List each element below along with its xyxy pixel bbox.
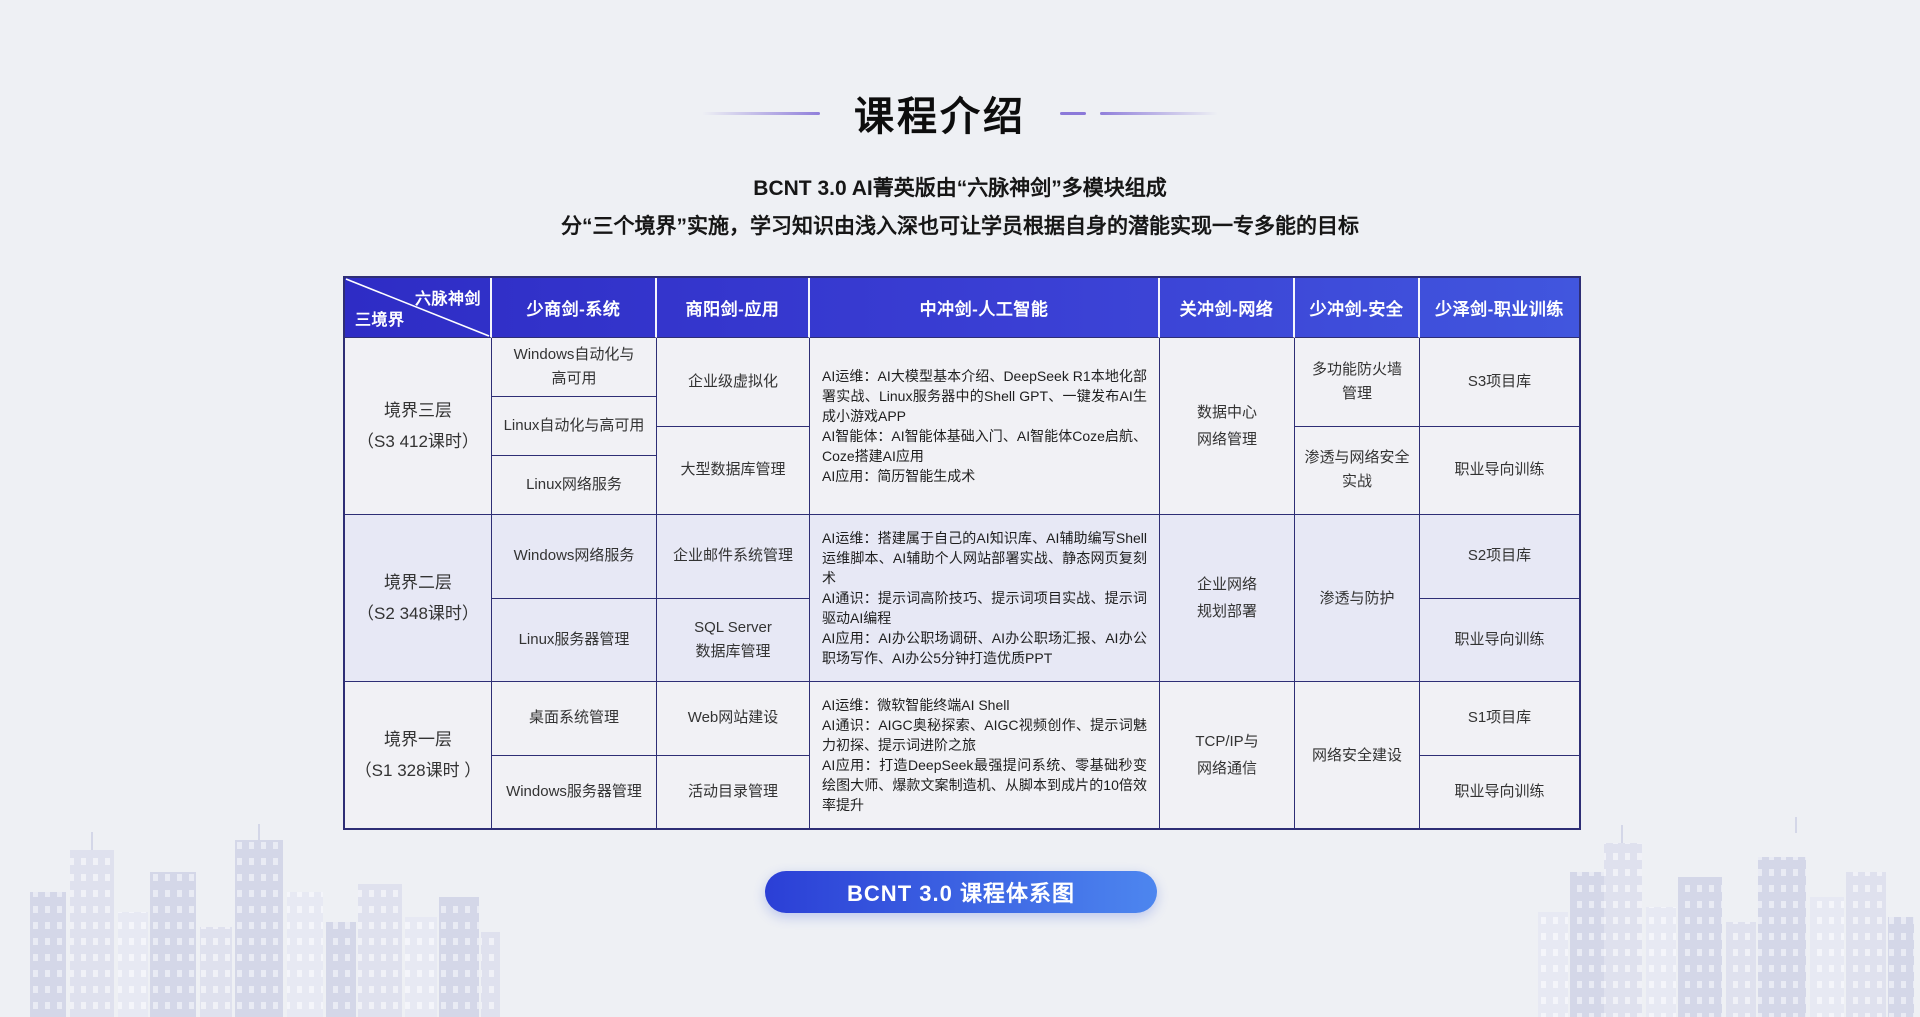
s1-realm-cell: 境界一层 （S1 328课时 ） <box>345 682 492 828</box>
page-title: 课程介绍 <box>854 95 1026 139</box>
subcell: 桌面系统管理 <box>528 709 619 727</box>
s3-ai-cell: AI运维：AI大模型基本介绍、DeepSeek R1本地化部署实战、Linux服… <box>810 338 1160 515</box>
s1-hours-label: （S1 328课时 ） <box>354 761 482 780</box>
subcell: 渗透与网络安全 实战 <box>1295 425 1419 515</box>
s3-career-cell: S3项目库 职业导向训练 <box>1420 338 1579 515</box>
s1-ai-cell: AI运维：微软智能终端AI Shell AI通识：AIGC奥秘探索、AIGC视频… <box>810 682 1160 828</box>
s2-application-cell: 企业邮件系统管理 SQL Server 数据库管理 <box>657 515 810 682</box>
header-cell-career: 少泽剑-职业训练 <box>1420 278 1579 338</box>
s2-system-cell: Windows网络服务 Linux服务器管理 <box>492 515 657 682</box>
subtitle-line-2: 分“三个境界”实施，学习知识由浅入深也可让学员根据自身的潜能实现一专多能的目标 <box>561 215 1359 238</box>
s2-security-cell: 渗透与防护 <box>1295 515 1420 682</box>
header-cell-application: 商阳剑-应用 <box>657 278 810 338</box>
course-table: 六脉神剑 三境界 少商剑-系统 商阳剑-应用 中冲剑-人工智能 关冲剑-网络 少… <box>343 276 1581 830</box>
header-cell-network: 关冲剑-网络 <box>1160 278 1295 338</box>
title-decor-line-right <box>1100 111 1218 115</box>
subcell: 活动目录管理 <box>657 754 809 829</box>
corner-diagonal-line <box>345 278 490 337</box>
subtitle: BCNT 3.0 AI菁英版由“六脉神剑”多模块组成 分“三个境界”实施，学习知… <box>0 170 1920 246</box>
s1-application-cell: Web网站建设 活动目录管理 <box>657 682 810 828</box>
s1-network-cell: TCP/IP与 网络通信 <box>1160 682 1295 828</box>
corner-label-six-swords: 六脉神剑 <box>414 291 481 308</box>
s3-network-cell: 数据中心 网络管理 <box>1160 338 1295 515</box>
s3-application-cell: 企业级虚拟化 大型数据库管理 <box>657 338 810 515</box>
title-row: 课程介绍 <box>0 84 1920 142</box>
ai-line: AI应用：AI办公职场调研、AI办公职场汇报、AI办公职场写作、AI办公5分钟打… <box>822 630 1147 666</box>
course-system-diagram-button[interactable]: BCNT 3.0 课程体系图 <box>765 871 1157 913</box>
subcell: 职业导向训练 <box>1420 597 1579 682</box>
subtitle-line-1: BCNT 3.0 AI菁英版由“六脉神剑”多模块组成 <box>753 177 1167 200</box>
s3-realm-label: 境界三层 <box>384 401 452 420</box>
ai-line: AI应用：简历智能生成术 <box>822 468 976 484</box>
s3-realm-cell: 境界三层 （S3 412课时） <box>345 338 492 515</box>
table-header-background <box>345 278 1579 338</box>
s2-realm-label: 境界二层 <box>384 573 452 592</box>
ai-line: AI智能体：AI智能体基础入门、AI智能体Coze启航、Coze搭建AI应用 <box>822 428 1147 464</box>
header-cell-ai: 中冲剑-人工智能 <box>810 278 1160 338</box>
subcell: 企业邮件系统管理 <box>672 547 793 565</box>
ai-line: AI运维：AI大模型基本介绍、DeepSeek R1本地化部署实战、Linux服… <box>822 368 1147 424</box>
subcell: S1项目库 <box>1467 709 1532 727</box>
ai-line: AI运维：搭建属于自己的AI知识库、AI辅助编写Shell运维脚本、AI辅助个人… <box>822 530 1147 586</box>
ai-line: AI应用：打造DeepSeek最强提问系统、零基础秒变绘图大师、爆款文案制造机、… <box>822 757 1147 813</box>
ai-line: AI通识：AIGC奥秘探索、AIGC视频创作、提示词魅力初探、提示词进阶之旅 <box>822 717 1147 753</box>
subcell: S2项目库 <box>1467 547 1532 565</box>
s1-system-cell: 桌面系统管理 Windows服务器管理 <box>492 682 657 828</box>
s3-hours-label: （S3 412课时） <box>357 432 479 451</box>
title-decor-line-left <box>702 111 820 115</box>
city-skyline-right <box>1538 817 1914 1017</box>
ai-line: AI通识：提示词高阶技巧、提示词项目实战、提示词驱动AI编程 <box>822 590 1147 626</box>
corner-label-three-realms: 三境界 <box>355 312 405 329</box>
subcell: 职业导向训练 <box>1420 754 1579 829</box>
subcell: SQL Server 数据库管理 <box>657 597 809 682</box>
header-cell-system: 少商剑-系统 <box>492 278 657 338</box>
subcell: Windows网络服务 <box>513 547 635 565</box>
city-skyline-left <box>30 824 500 1017</box>
s2-realm-cell: 境界二层 （S2 348课时） <box>345 515 492 682</box>
subcell: S3项目库 <box>1467 372 1532 390</box>
s1-realm-label: 境界一层 <box>384 730 452 749</box>
subcell: Windows服务器管理 <box>492 754 656 829</box>
s1-career-cell: S1项目库 职业导向训练 <box>1420 682 1579 828</box>
s2-ai-cell: AI运维：搭建属于自己的AI知识库、AI辅助编写Shell运维脚本、AI辅助个人… <box>810 515 1160 682</box>
title-decor-dash <box>1060 111 1086 115</box>
subcell: Web网站建设 <box>687 709 779 727</box>
s2-hours-label: （S2 348课时） <box>357 604 479 623</box>
subcell: 职业导向训练 <box>1420 425 1579 515</box>
title-decor-right <box>1060 111 1218 115</box>
s3-security-cell: 多功能防火墙 管理 渗透与网络安全 实战 <box>1295 338 1420 515</box>
subcell: Linux自动化与高可用 <box>492 396 656 455</box>
s2-network-cell: 企业网络 规划部署 <box>1160 515 1295 682</box>
header-cell-corner: 六脉神剑 三境界 <box>345 278 492 338</box>
header-cell-security: 少冲剑-安全 <box>1295 278 1420 338</box>
subcell: Linux服务器管理 <box>492 597 656 682</box>
subcell: Linux网络服务 <box>492 455 656 514</box>
subcell: 多功能防火墙 管理 <box>1311 360 1402 402</box>
subcell: 企业级虚拟化 <box>687 372 778 390</box>
subcell: 大型数据库管理 <box>657 425 809 515</box>
s3-system-cell: Windows自动化与 高可用 Linux自动化与高可用 Linux网络服务 <box>492 338 657 515</box>
s2-career-cell: S2项目库 职业导向训练 <box>1420 515 1579 682</box>
ai-line: AI运维：微软智能终端AI Shell <box>822 697 1010 713</box>
s1-security-cell: 网络安全建设 <box>1295 682 1420 828</box>
subcell: Windows自动化与 高可用 <box>513 346 635 387</box>
